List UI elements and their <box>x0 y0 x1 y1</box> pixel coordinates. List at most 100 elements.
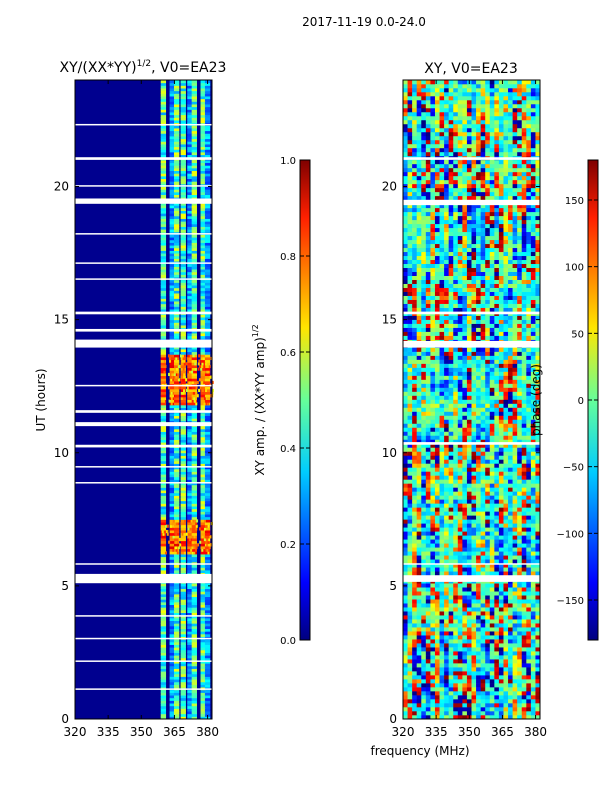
amplitude-cell <box>200 133 206 137</box>
amplitude-cell <box>164 364 167 369</box>
phase-cell <box>448 627 454 632</box>
amplitude-cell <box>160 239 167 243</box>
phase-cell <box>416 387 422 392</box>
phase-cell <box>412 415 417 420</box>
phase-cell <box>498 599 504 604</box>
amplitude-cell <box>204 649 211 653</box>
phase-cell <box>498 447 504 452</box>
amplitude-cell <box>160 468 167 472</box>
amplitude-cell <box>191 545 194 550</box>
phase-cell <box>403 535 408 540</box>
phase-cell <box>434 419 440 424</box>
amplitude-cell <box>169 692 175 696</box>
amplitude-cell <box>204 346 211 350</box>
phase-cell <box>494 583 500 588</box>
phase-cell <box>521 679 527 684</box>
phase-cell <box>448 391 454 396</box>
phase-cell <box>485 487 491 492</box>
amplitude-cell <box>200 596 206 600</box>
phase-cell <box>407 411 413 416</box>
amplitude-cell <box>180 655 186 659</box>
amplitude-cell <box>169 221 175 225</box>
amplitude-cell <box>189 370 192 374</box>
amplitude-cell <box>169 191 175 195</box>
phase-cell <box>517 411 523 416</box>
phase-cell <box>416 695 422 700</box>
phase-cell <box>407 387 413 392</box>
amplitude-cell <box>169 175 175 180</box>
phase-cell <box>517 599 523 604</box>
phase-cell <box>462 691 468 696</box>
phase-cell <box>466 431 472 436</box>
amplitude-cell <box>187 279 193 283</box>
amplitude-y-tick-label: 0 <box>61 712 69 726</box>
amplitude-cell <box>180 700 186 704</box>
phase-cell <box>453 495 459 500</box>
phase-cell <box>521 599 527 604</box>
amplitude-cell <box>173 498 180 502</box>
phase-cell <box>448 683 454 688</box>
phase-cell <box>521 387 527 392</box>
amplitude-cell <box>180 500 186 504</box>
phase-cell <box>412 383 417 388</box>
phase-cell <box>407 367 413 372</box>
amplitude-cell <box>200 490 206 494</box>
phase-cell <box>498 503 504 508</box>
phase-cell <box>466 563 472 568</box>
phase-cell <box>485 379 491 384</box>
phase-cell <box>521 555 527 560</box>
phase-cell <box>462 699 468 704</box>
amplitude-cell <box>180 452 186 456</box>
phase-cell <box>444 363 449 368</box>
amplitude-cell <box>191 348 197 353</box>
amplitude-cell <box>160 322 167 326</box>
phase-cell <box>526 351 532 356</box>
phase-cell <box>412 471 417 476</box>
amplitude-cell <box>191 697 197 701</box>
phase-cell <box>403 427 408 432</box>
amplitude-cell <box>173 649 180 653</box>
amplitude-cell <box>204 300 211 305</box>
amplitude-cell <box>187 676 193 680</box>
phase-cell <box>526 483 532 488</box>
phase-cell <box>494 555 500 560</box>
amplitude-cell <box>169 218 175 222</box>
phase-cell <box>508 407 513 412</box>
amplitude-cell <box>160 269 167 273</box>
amplitude-cell <box>173 583 180 587</box>
amplitude-cell <box>173 625 180 629</box>
phase-cell <box>462 347 468 352</box>
phase-cell <box>535 395 541 400</box>
phase-cell <box>453 527 459 532</box>
phase-cell <box>434 399 440 404</box>
amplitude-cell <box>180 529 186 534</box>
phase-cell <box>526 407 532 412</box>
amplitude-cell <box>204 167 211 172</box>
phase-cell <box>476 411 481 416</box>
amplitude-cell <box>200 612 206 616</box>
phase-cell <box>453 383 459 388</box>
amplitude-cell <box>173 143 180 148</box>
amplitude-cell <box>169 290 175 294</box>
amplitude-cell <box>160 143 167 148</box>
phase-cell <box>466 595 472 600</box>
amplitude-cell <box>203 364 206 369</box>
amplitude-cell <box>164 399 167 403</box>
phase-cell <box>466 571 472 576</box>
phase-cell <box>448 711 454 716</box>
phase-cell <box>462 659 468 664</box>
phase-cell <box>489 383 495 388</box>
amplitude-cell <box>204 503 211 507</box>
phase-cell <box>494 675 500 680</box>
phase-cell <box>457 471 463 476</box>
phase-cell <box>485 679 491 684</box>
amplitude-cell <box>191 314 197 318</box>
phase-cell <box>434 607 440 612</box>
phase-cell <box>535 611 541 616</box>
phase-cell <box>448 635 454 640</box>
phase-cell <box>476 499 481 504</box>
amplitude-cell <box>207 540 210 544</box>
phase-cell <box>508 699 513 704</box>
amplitude-cell <box>169 639 175 643</box>
phase-cell <box>466 407 472 412</box>
